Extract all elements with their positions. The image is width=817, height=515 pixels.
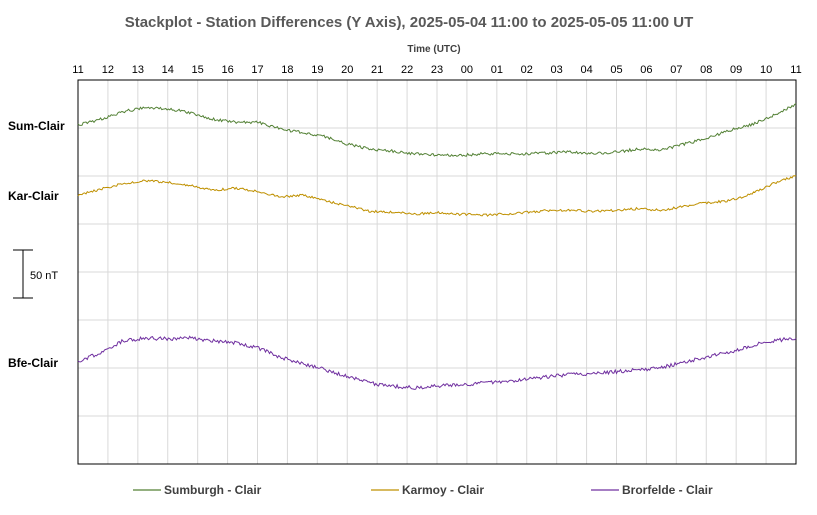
x-tick-label: 03 bbox=[551, 64, 563, 76]
x-axis-title: Time (UTC) bbox=[407, 44, 460, 55]
legend-label-1: Sumburgh - Clair bbox=[164, 483, 262, 497]
x-tick-label: 22 bbox=[401, 64, 413, 76]
station-label-2: Kar-Clair bbox=[8, 189, 59, 203]
x-tick-label: 05 bbox=[610, 64, 622, 76]
x-tick-label: 01 bbox=[491, 64, 503, 76]
station-label-3: Bfe-Clair bbox=[8, 356, 58, 370]
x-tick-label: 00 bbox=[461, 64, 473, 76]
x-tick-label: 11 bbox=[790, 64, 801, 76]
x-tick-label: 08 bbox=[700, 64, 712, 76]
x-tick-label: 16 bbox=[221, 64, 233, 76]
chart-title: Stackplot - Station Differences (Y Axis)… bbox=[125, 14, 694, 31]
x-tick-label: 12 bbox=[102, 64, 114, 76]
x-tick-label: 19 bbox=[311, 64, 323, 76]
x-tick-label: 15 bbox=[192, 64, 204, 76]
legend-label-2: Karmoy - Clair bbox=[402, 483, 484, 497]
legend: Sumburgh - Clair Karmoy - Clair Brorfelde … bbox=[133, 483, 713, 497]
x-tick-label: 11 bbox=[72, 64, 83, 76]
station-label-1: Sum-Clair bbox=[8, 119, 65, 133]
x-tick-label: 06 bbox=[640, 64, 652, 76]
x-tick-label: 14 bbox=[162, 64, 174, 76]
x-tick-label: 04 bbox=[580, 64, 592, 76]
x-tick-label: 02 bbox=[521, 64, 533, 76]
x-tick-label: 07 bbox=[670, 64, 682, 76]
x-tick-label: 09 bbox=[730, 64, 742, 76]
x-tick-label: 17 bbox=[251, 64, 263, 76]
legend-label-3: Brorfelde - Clair bbox=[622, 483, 713, 497]
x-tick-label: 18 bbox=[281, 64, 293, 76]
x-tick-label: 23 bbox=[431, 64, 443, 76]
x-tick-label: 10 bbox=[760, 64, 772, 76]
scale-bar-label: 50 nT bbox=[30, 270, 58, 282]
x-tick-label: 20 bbox=[341, 64, 353, 76]
x-tick-label: 21 bbox=[371, 64, 383, 76]
x-tick-label: 13 bbox=[132, 64, 144, 76]
